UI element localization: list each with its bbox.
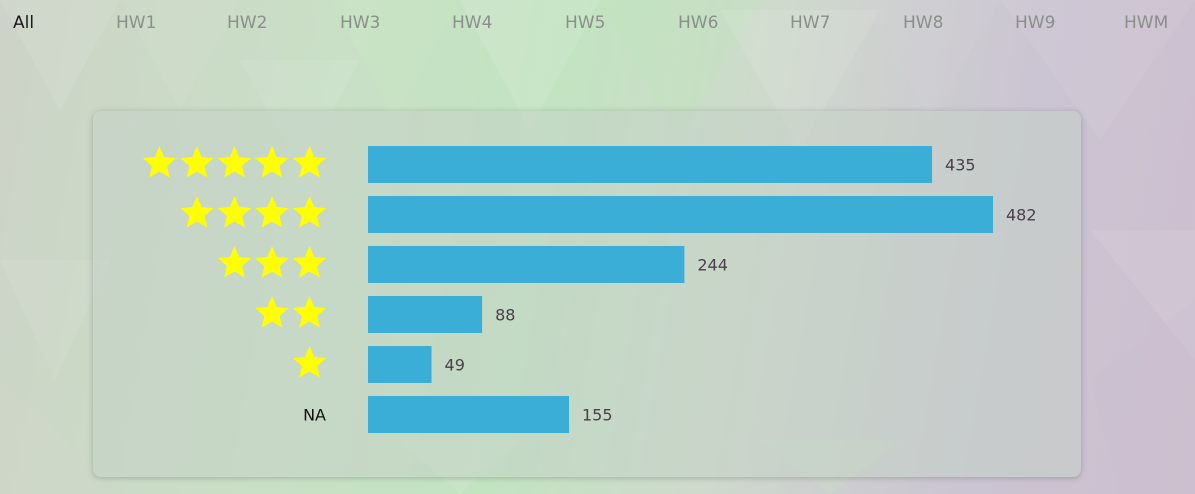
star-icon bbox=[217, 146, 252, 178]
tab-hw6[interactable]: HW6 bbox=[678, 13, 719, 33]
tab-hw2[interactable]: HW2 bbox=[227, 13, 268, 33]
star-icon bbox=[292, 146, 327, 178]
tab-hwm[interactable]: HWM bbox=[1124, 13, 1169, 33]
star-icon bbox=[292, 196, 327, 228]
star-icon bbox=[292, 246, 327, 278]
bar-4 bbox=[368, 346, 432, 383]
star-rating-5 bbox=[142, 146, 327, 178]
category-label-na: NA bbox=[303, 406, 326, 425]
star-icon bbox=[255, 196, 289, 228]
rating-distribution-panel: 435 482 244 88 49 155 NA bbox=[93, 111, 1081, 477]
tab-hw3[interactable]: HW3 bbox=[340, 13, 381, 33]
bar-value-label-1: 482 bbox=[1006, 206, 1037, 225]
bar-value-label-3: 88 bbox=[495, 306, 515, 325]
star-rating-3 bbox=[217, 246, 327, 278]
bar-value-label-5: 155 bbox=[582, 406, 613, 425]
rating-bar-chart: 435 482 244 88 49 155 NA bbox=[142, 146, 1037, 433]
tab-hw8[interactable]: HW8 bbox=[903, 13, 944, 33]
bar-5 bbox=[368, 396, 569, 433]
tab-hw9[interactable]: HW9 bbox=[1015, 13, 1056, 33]
star-icon bbox=[255, 146, 289, 178]
star-rating-2 bbox=[255, 296, 327, 328]
tab-hw4[interactable]: HW4 bbox=[452, 13, 493, 33]
star-icon bbox=[217, 196, 252, 228]
star-icon bbox=[142, 146, 177, 178]
tab-hw1[interactable]: HW1 bbox=[116, 13, 157, 33]
bar-value-label-0: 435 bbox=[945, 156, 976, 175]
bar-3 bbox=[368, 296, 483, 333]
tab-hw7[interactable]: HW7 bbox=[790, 13, 831, 33]
tab-hw5[interactable]: HW5 bbox=[565, 13, 606, 33]
star-icon bbox=[255, 246, 289, 278]
bar-1 bbox=[368, 196, 993, 233]
star-icon bbox=[180, 196, 214, 228]
homework-tabs: All HW1 HW2 HW3 HW4 HW5 HW6 HW7 HW8 HW9 … bbox=[0, 0, 1195, 48]
star-icon bbox=[217, 246, 252, 278]
bar-value-label-2: 244 bbox=[697, 256, 728, 275]
bar-value-label-4: 49 bbox=[445, 356, 465, 375]
bar-2 bbox=[368, 246, 685, 283]
star-rating-4 bbox=[180, 196, 327, 228]
star-icon bbox=[180, 146, 214, 178]
star-icon bbox=[255, 296, 289, 328]
tab-all[interactable]: All bbox=[13, 13, 35, 33]
star-rating-1 bbox=[292, 346, 327, 378]
star-icon bbox=[292, 346, 327, 378]
star-icon bbox=[292, 296, 327, 328]
bar-0 bbox=[368, 146, 933, 183]
